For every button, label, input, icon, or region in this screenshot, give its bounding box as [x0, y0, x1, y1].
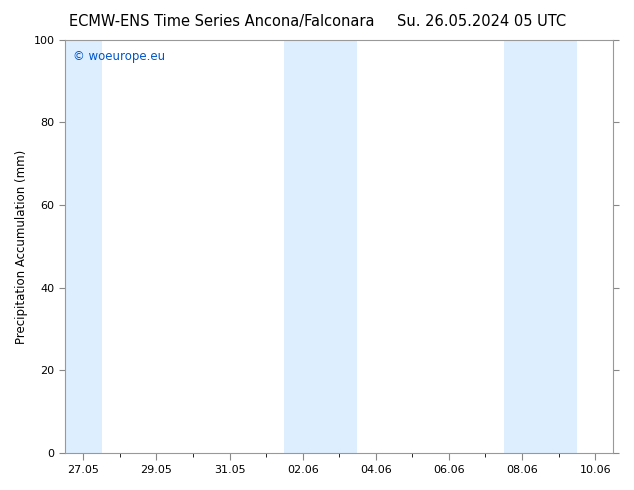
Y-axis label: Precipitation Accumulation (mm): Precipitation Accumulation (mm) — [15, 149, 28, 343]
Bar — [504, 40, 577, 453]
Bar — [285, 40, 358, 453]
Text: Su. 26.05.2024 05 UTC: Su. 26.05.2024 05 UTC — [398, 14, 566, 29]
Text: © woeurope.eu: © woeurope.eu — [73, 50, 165, 63]
Text: ECMW-ENS Time Series Ancona/Falconara: ECMW-ENS Time Series Ancona/Falconara — [69, 14, 375, 29]
Bar — [65, 40, 101, 453]
